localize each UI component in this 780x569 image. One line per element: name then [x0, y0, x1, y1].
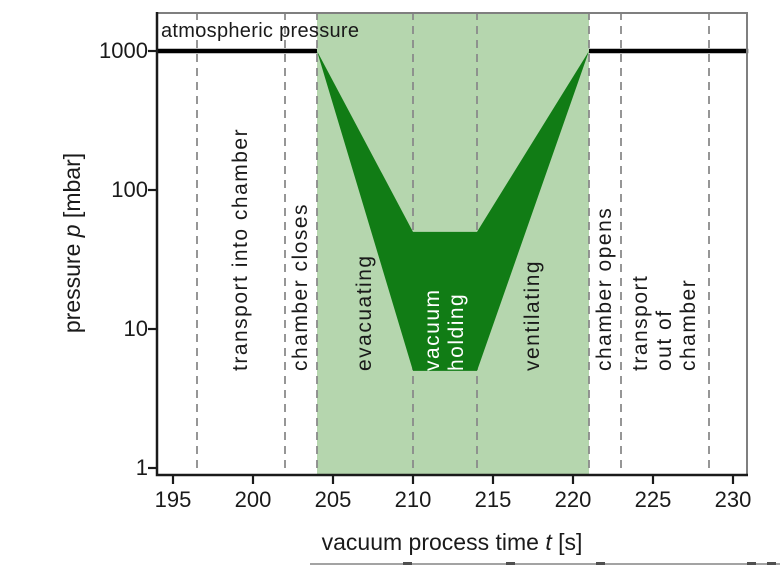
y-axis-title-variable: p — [59, 224, 85, 238]
y-axis-title-suffix: [mbar] — [59, 152, 85, 225]
phase-label-chamber-closes: chamber closes — [289, 202, 312, 371]
y-tick-label-3: 10 — [123, 316, 148, 341]
phase-label-vacuum-holding: vacuum holding — [421, 288, 468, 371]
y-tick-label-1: 1000 — [99, 38, 148, 63]
x-tick-label-200: 200 — [234, 487, 272, 512]
phase-label-evacuating: evacuating — [353, 254, 376, 371]
x-tick-label-230: 230 — [714, 487, 752, 512]
x-axis-title-variable: t — [545, 529, 552, 555]
phase-label-transport-out-of-chamber: transport out of chamber — [629, 274, 700, 371]
x-axis-title: vacuum process time t [s] — [322, 528, 583, 556]
bottom-edge-dash — [596, 562, 605, 565]
atmospheric-pressure-annotation: atmospheric pressure — [161, 20, 360, 42]
x-tick-label-220: 220 — [554, 487, 592, 512]
phase-label-ventilating: ventilating — [521, 259, 544, 371]
y-axis-title: pressure p [mbar] — [58, 153, 86, 333]
pressure-band — [317, 51, 589, 371]
bottom-edge-dash — [403, 562, 412, 565]
x-tick-label-225: 225 — [634, 487, 672, 512]
y-axis-title-prefix: pressure — [59, 237, 85, 334]
plot-frame-top-right — [157, 12, 748, 475]
plot-frame-left-bottom — [155, 12, 748, 477]
bottom-edge-dash — [747, 562, 756, 565]
bottom-edge-dash — [767, 562, 776, 565]
y-tick-label-4: 1 — [135, 455, 148, 480]
phase-label-transport-into-chamber: transport into chamber — [229, 127, 252, 371]
bottom-edge-dash — [506, 562, 515, 565]
x-tick-label-205: 205 — [314, 487, 352, 512]
bottom-edge-line — [310, 563, 780, 565]
x-tick-label-195: 195 — [154, 487, 192, 512]
x-tick-label-210: 210 — [394, 487, 432, 512]
y-tick-label-2: 100 — [111, 177, 148, 202]
x-axis-title-suffix: [s] — [551, 529, 583, 555]
x-tick-label-215: 215 — [474, 487, 512, 512]
phase-label-chamber-opens: chamber opens — [593, 206, 616, 371]
x-axis-title-prefix: vacuum process time — [321, 529, 546, 555]
